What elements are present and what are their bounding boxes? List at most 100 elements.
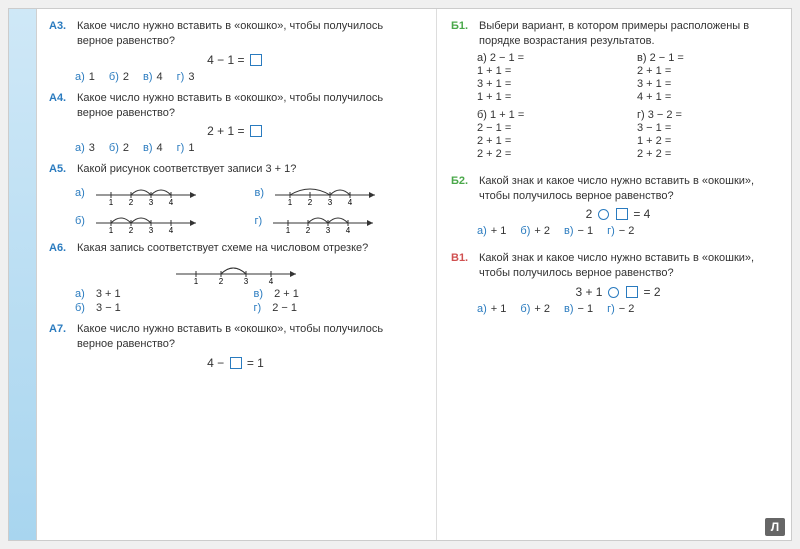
question-a3: А3. Какое число нужно вставить в «окошко…: [49, 19, 422, 83]
opt-tag: а): [75, 71, 85, 83]
q-tag: А7.: [49, 322, 71, 337]
expression: 2 + 1 =: [49, 124, 422, 138]
publisher-logo: Л: [765, 518, 785, 536]
options: а)+ 1 б)+ 2 в)− 1 г)− 2: [477, 303, 785, 315]
options: а)+ 1 б)+ 2 в)− 1 г)− 2: [477, 225, 785, 237]
svg-text:2: 2: [129, 226, 134, 233]
opt-tag: в): [255, 187, 265, 199]
q-text: Какой рисунок соответствует записи 3 + 1…: [77, 162, 422, 177]
question-b2: Б2. Какой знак и какое число нужно встав…: [451, 174, 785, 238]
opt-val: − 1: [577, 225, 593, 237]
numberline-icon: 1234: [91, 181, 201, 205]
svg-text:4: 4: [169, 226, 174, 233]
cell: 2 + 1 =: [637, 65, 785, 77]
opt-tag: б): [75, 215, 85, 227]
answer-box: [616, 208, 628, 220]
cell: 1 + 2 =: [637, 135, 785, 147]
question-a4: А4. Какое число нужно вставить в «окошко…: [49, 91, 422, 155]
opt-tag: в): [254, 288, 264, 300]
opt-val: 3: [89, 142, 95, 154]
cell: 3 − 1 =: [637, 122, 785, 134]
opt-tag: в): [143, 142, 153, 154]
opt-val: 3 − 1: [96, 302, 121, 314]
q-text: Какое число нужно вставить в «окошко», ч…: [77, 322, 422, 352]
q-tag: Б2.: [451, 174, 473, 189]
question-a7: А7. Какое число нужно вставить в «окошко…: [49, 322, 422, 370]
expr-pre: 2: [586, 207, 593, 221]
cell: г) 3 − 2 =: [637, 109, 785, 121]
opt-tag: в): [143, 71, 153, 83]
svg-text:3: 3: [328, 198, 333, 205]
opt-val: 3 + 1: [96, 288, 121, 300]
q-text: Какое число нужно вставить в «окошко», ч…: [77, 91, 422, 121]
opt-val: 3: [188, 71, 194, 83]
opt-val: 1: [188, 142, 194, 154]
cell: 2 + 2 =: [637, 148, 785, 160]
numberline-center: 1234: [49, 260, 422, 284]
opt-val: + 2: [534, 303, 550, 315]
opt-tag: г): [255, 215, 263, 227]
expr-post: = 1: [247, 356, 264, 370]
opt-tag: г): [177, 71, 185, 83]
opt-val: 1: [89, 71, 95, 83]
sign-circle: [598, 209, 609, 220]
svg-text:3: 3: [326, 226, 331, 233]
answer-box: [230, 357, 242, 369]
svg-text:1: 1: [109, 226, 114, 233]
q-text: Какая запись соответствует схеме на числ…: [77, 241, 422, 256]
svg-text:2: 2: [218, 277, 223, 284]
opt-val: 2 + 1: [274, 288, 299, 300]
svg-text:2: 2: [306, 226, 311, 233]
svg-text:4: 4: [348, 198, 353, 205]
expr-post: = 4: [633, 207, 650, 221]
opt-tag: б): [75, 302, 85, 314]
svg-text:1: 1: [193, 277, 198, 284]
opt-val: − 1: [577, 303, 593, 315]
svg-text:2: 2: [308, 198, 313, 205]
expr-pre: 3 + 1: [575, 285, 602, 299]
opt-tag: г): [254, 302, 262, 314]
opt-val: 4: [157, 71, 163, 83]
opt-tag: г): [177, 142, 185, 154]
opt-val: 2: [123, 142, 129, 154]
q-tag: Б1.: [451, 19, 473, 34]
options-columns: а) 2 − 1 =в) 2 − 1 = 1 + 1 =2 + 1 = 3 + …: [477, 52, 785, 160]
numberline-icon: 1234: [270, 181, 380, 205]
opt-val: − 2: [619, 303, 635, 315]
q-tag: В1.: [451, 251, 473, 266]
opt-val: + 1: [491, 225, 507, 237]
opt-val: − 2: [619, 225, 635, 237]
opt-tag: в): [564, 303, 574, 315]
q-text: Какое число нужно вставить в «окошко», ч…: [77, 19, 422, 49]
cell: 3 + 1 =: [637, 78, 785, 90]
answer-box: [626, 286, 638, 298]
right-page: Б1. Выбери вариант, в котором примеры ра…: [437, 9, 791, 540]
opt-tag: б): [520, 303, 530, 315]
q-text: Какой знак и какое число нужно вставить …: [479, 174, 785, 204]
numberline-options: а) 1234 в) 1234 б) 1234 г): [75, 181, 422, 233]
cell: 4 + 1 =: [637, 91, 785, 103]
answer-box: [250, 125, 262, 137]
q-text: Выбери вариант, в котором примеры распол…: [479, 19, 785, 49]
q-tag: А5.: [49, 162, 71, 177]
opt-val: 2: [123, 71, 129, 83]
answer-box: [250, 54, 262, 66]
svg-text:4: 4: [268, 277, 273, 284]
svg-text:2: 2: [129, 198, 134, 205]
cell: б) 1 + 1 =: [477, 109, 625, 121]
svg-text:1: 1: [286, 226, 291, 233]
cell: 2 + 1 =: [477, 135, 625, 147]
cell: в) 2 − 1 =: [637, 52, 785, 64]
question-a5: А5. Какой рисунок соответствует записи 3…: [49, 162, 422, 233]
svg-text:1: 1: [109, 198, 114, 205]
question-a6: А6. Какая запись соответствует схеме на …: [49, 241, 422, 314]
options: а)1 б)2 в)4 г)3: [75, 71, 422, 83]
expression: 2 = 4: [451, 207, 785, 221]
opt-val: 4: [157, 142, 163, 154]
opt-tag: а): [75, 288, 85, 300]
numberline-icon: 1234: [91, 209, 201, 233]
side-decoration: [9, 9, 37, 540]
expr-pre: 2 + 1 =: [207, 124, 244, 138]
expr-pre: 4 − 1 =: [207, 53, 244, 67]
cell: 1 + 1 =: [477, 91, 625, 103]
